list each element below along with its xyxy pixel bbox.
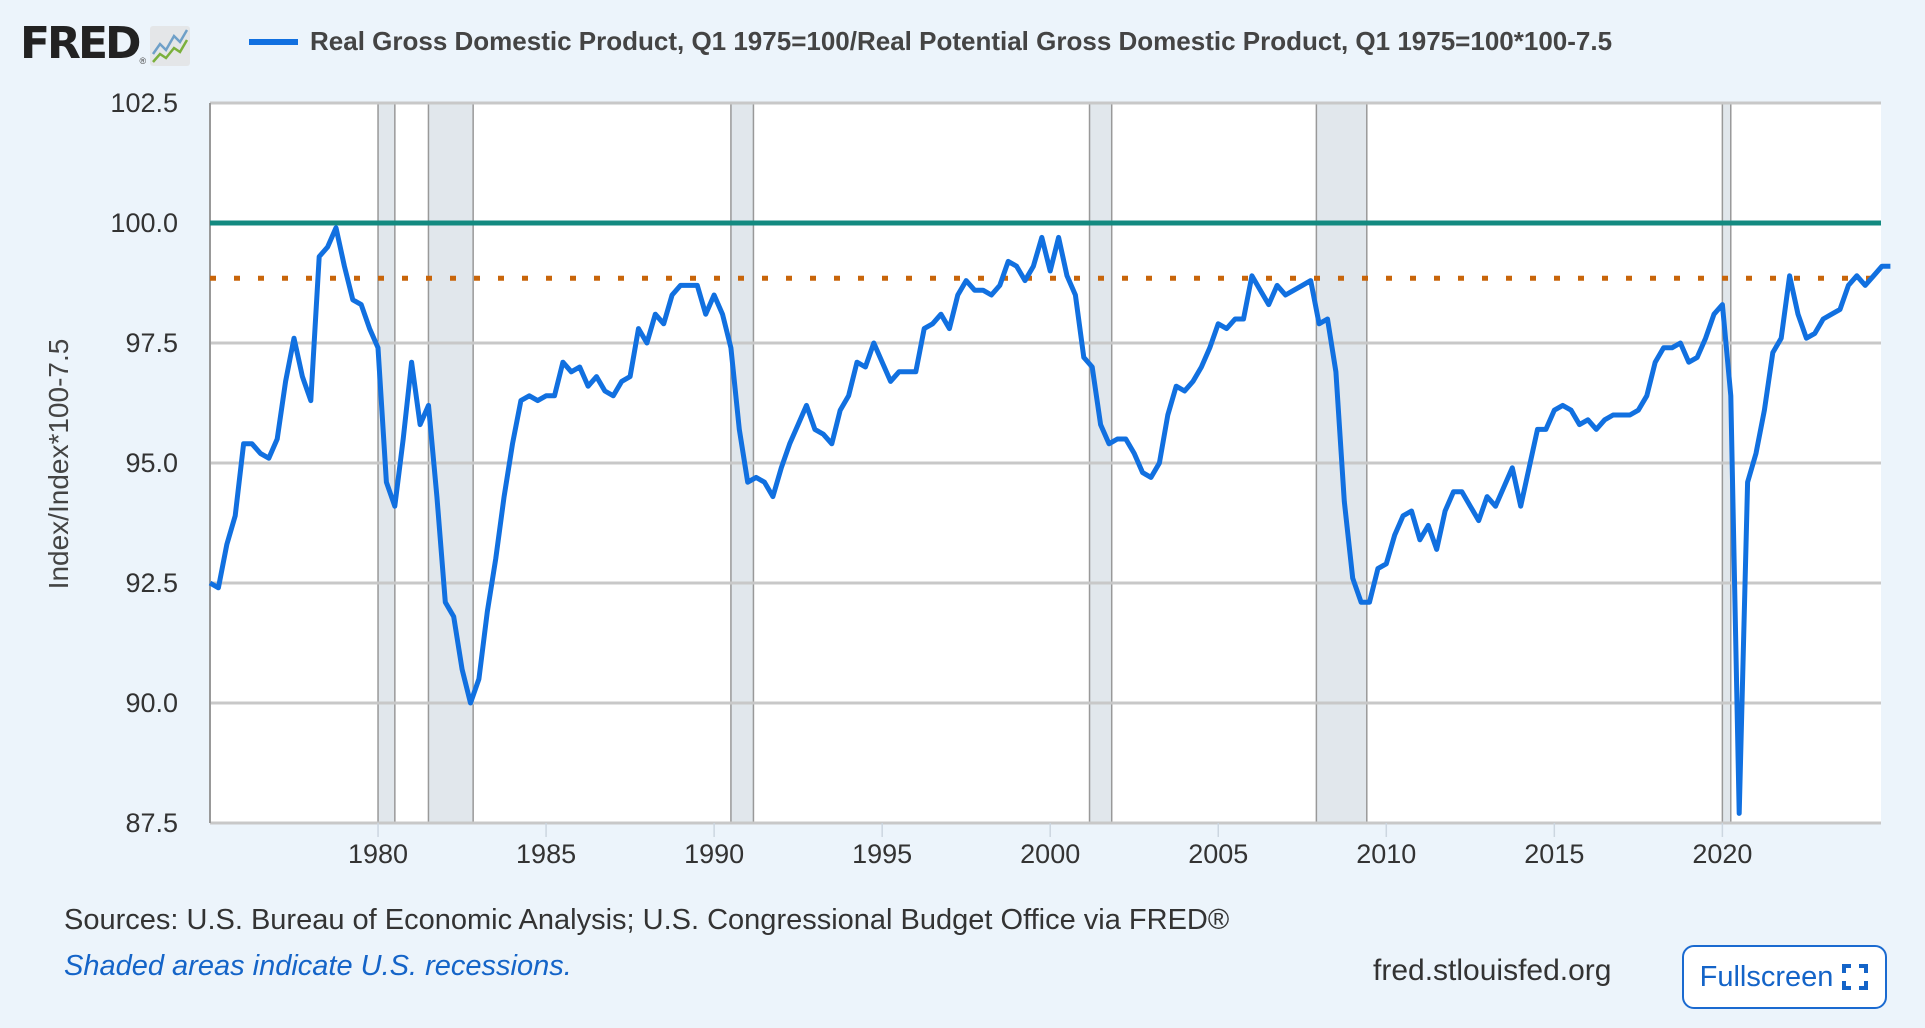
logo-text: FRED — [20, 18, 142, 69]
y-tick-label: 87.5 — [125, 808, 178, 838]
x-tick-label: 1990 — [684, 839, 744, 869]
x-tick-label: 2000 — [1020, 839, 1080, 869]
sources-note: Sources: U.S. Bureau of Economic Analysi… — [64, 904, 1230, 936]
legend-swatch — [249, 38, 298, 45]
fullscreen-button[interactable]: Fullscreen — [1682, 945, 1887, 1009]
site-link[interactable]: fred.stlouisfed.org — [1373, 954, 1612, 987]
x-tick-label: 2015 — [1524, 839, 1584, 869]
x-tick-label: 2020 — [1692, 839, 1752, 869]
x-tick-label: 2005 — [1188, 839, 1248, 869]
fred-logo[interactable]: FRED ® — [20, 18, 191, 69]
y-tick-label: 95.0 — [125, 448, 178, 478]
x-tick-label: 2010 — [1356, 839, 1416, 869]
x-tick-label: 1980 — [348, 839, 408, 869]
chart-title: Real Gross Domestic Product, Q1 1975=100… — [310, 26, 1613, 56]
fullscreen-label: Fullscreen — [1699, 960, 1834, 993]
registered-mark: ® — [139, 56, 147, 66]
x-tick-label: 1985 — [516, 839, 576, 869]
expand-icon — [1842, 964, 1869, 990]
recession-note: Shaded areas indicate U.S. recessions. — [64, 950, 572, 982]
y-tick-label: 97.5 — [125, 328, 178, 358]
x-tick-label: 1995 — [852, 839, 912, 869]
y-tick-label: 102.5 — [110, 88, 178, 118]
y-tick-label: 90.0 — [125, 688, 178, 718]
legend: Real Gross Domestic Product, Q1 1975=100… — [249, 26, 1612, 57]
y-tick-label: 100.0 — [110, 208, 178, 238]
y-tick-label: 92.5 — [125, 568, 178, 598]
y-axis-title: Index/Index*100-7.5 — [43, 339, 74, 590]
line-graph-icon — [150, 26, 191, 66]
